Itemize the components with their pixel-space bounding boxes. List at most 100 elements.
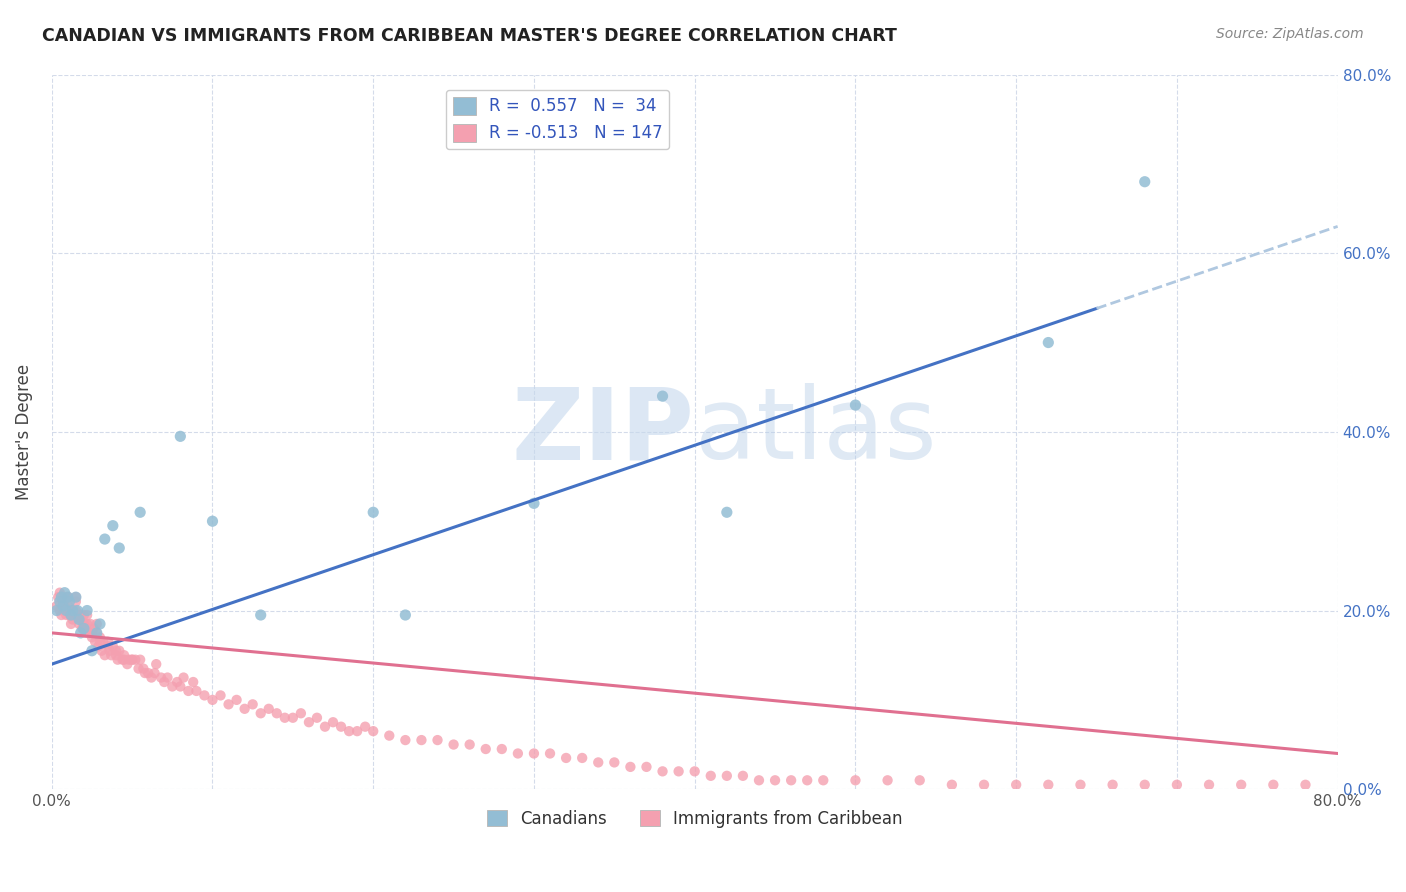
Point [257, 702, 280, 716]
Point [354, 720, 377, 734]
Point [89, 635, 111, 649]
Point [51, 607, 73, 622]
Point [411, 733, 433, 747]
Point [603, 756, 626, 770]
Point [89, 631, 111, 645]
Point [80, 644, 103, 658]
Point [700, 769, 723, 783]
Point [201, 693, 224, 707]
Point [105, 648, 128, 663]
Point [322, 715, 344, 730]
Point [1133, 778, 1156, 792]
Point [87, 640, 110, 654]
Text: Source: ZipAtlas.com: Source: ZipAtlas.com [1216, 27, 1364, 41]
Point [62, 603, 84, 617]
Point [97, 640, 120, 654]
Point [55, 603, 77, 617]
Point [118, 653, 141, 667]
Point [538, 747, 561, 761]
Point [51, 590, 73, 604]
Point [108, 541, 131, 555]
Point [169, 429, 191, 443]
Y-axis label: Master's Degree: Master's Degree [15, 364, 32, 500]
Point [86, 626, 108, 640]
Point [314, 720, 336, 734]
Point [136, 666, 159, 681]
Point [45, 603, 67, 617]
Point [94, 648, 117, 663]
Point [555, 751, 578, 765]
Point [153, 675, 176, 690]
Point [83, 621, 105, 635]
Point [1038, 778, 1060, 792]
Point [112, 653, 135, 667]
Point [53, 599, 76, 613]
Point [98, 644, 121, 658]
Point [67, 612, 90, 626]
Point [474, 742, 496, 756]
Point [844, 773, 866, 788]
Point [73, 621, 96, 635]
Point [177, 684, 200, 698]
Point [305, 711, 328, 725]
Point [84, 635, 107, 649]
Point [1166, 778, 1188, 792]
Point [49, 603, 72, 617]
Point [79, 616, 101, 631]
Point [748, 773, 770, 788]
Point [46, 590, 69, 604]
Point [76, 603, 98, 617]
Point [162, 680, 184, 694]
Point [796, 773, 818, 788]
Point [908, 773, 931, 788]
Point [394, 733, 416, 747]
Point [941, 778, 963, 792]
Point [58, 594, 80, 608]
Point [266, 706, 288, 721]
Point [60, 616, 83, 631]
Point [426, 733, 449, 747]
Point [121, 653, 143, 667]
Point [186, 684, 208, 698]
Point [56, 590, 79, 604]
Point [166, 675, 188, 690]
Point [97, 635, 120, 649]
Point [101, 518, 124, 533]
Point [121, 653, 143, 667]
Point [361, 505, 384, 519]
Text: CANADIAN VS IMMIGRANTS FROM CARIBBEAN MASTER'S DEGREE CORRELATION CHART: CANADIAN VS IMMIGRANTS FROM CARIBBEAN MA… [42, 27, 897, 45]
Point [1198, 778, 1220, 792]
Point [813, 773, 835, 788]
Point [117, 657, 139, 672]
Point [651, 389, 673, 403]
Point [86, 616, 108, 631]
Point [173, 671, 195, 685]
Point [330, 720, 353, 734]
Point [249, 607, 271, 622]
Point [77, 626, 100, 640]
Point [65, 590, 87, 604]
Point [145, 657, 167, 672]
Point [73, 616, 96, 631]
Point [218, 698, 240, 712]
Point [63, 607, 86, 622]
Point [60, 607, 83, 622]
Point [731, 769, 754, 783]
Point [1005, 778, 1028, 792]
Point [124, 653, 146, 667]
Point [249, 706, 271, 721]
Point [56, 590, 79, 604]
Point [523, 496, 546, 510]
Point [844, 398, 866, 412]
Point [73, 607, 96, 622]
Point [506, 747, 529, 761]
Point [242, 698, 264, 712]
Point [76, 616, 98, 631]
Point [143, 666, 166, 681]
Point [128, 662, 150, 676]
Point [201, 514, 224, 528]
Point [112, 648, 135, 663]
Point [716, 505, 738, 519]
Point [75, 626, 97, 640]
Point [108, 644, 131, 658]
